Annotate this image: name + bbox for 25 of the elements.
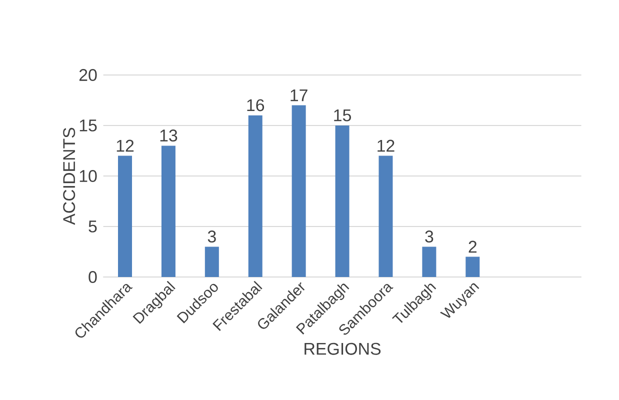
x-axis-title: REGIONS (304, 342, 381, 355)
bar (118, 156, 132, 277)
bar (248, 115, 262, 277)
data-label: 3 (208, 230, 216, 243)
bar (466, 256, 480, 277)
bar (422, 246, 436, 277)
y-axis-title: ACCIDENTS (63, 128, 76, 225)
y-tick-label: 15 (80, 120, 97, 132)
bar (161, 146, 176, 277)
bar (204, 246, 219, 277)
bar (335, 126, 350, 277)
bar (378, 156, 393, 277)
data-label: 15 (334, 109, 351, 122)
bar (292, 105, 306, 277)
y-tick-label: 10 (80, 170, 97, 182)
y-tick-label: 0 (88, 271, 97, 283)
data-label: 2 (468, 240, 476, 253)
data-label: 17 (290, 89, 308, 102)
data-label: 12 (378, 140, 394, 152)
y-tick-label: 20 (79, 69, 97, 81)
y-tick-label: 5 (88, 220, 97, 232)
data-label: 16 (247, 99, 264, 112)
data-label: 13 (160, 130, 178, 142)
data-label: 12 (116, 140, 134, 152)
data-label: 3 (425, 230, 434, 243)
